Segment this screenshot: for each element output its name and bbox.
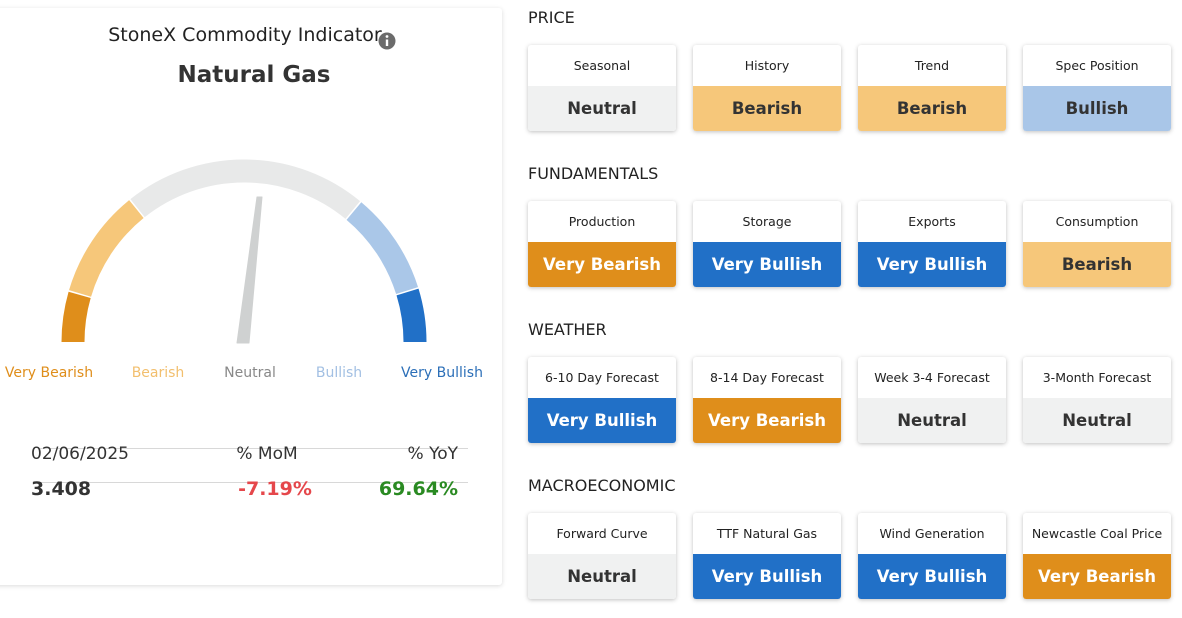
widget-title: StoneX Commodity Indicator xyxy=(108,24,382,46)
card-label: Wind Generation xyxy=(879,526,985,541)
card-label: Consumption xyxy=(1055,214,1139,229)
card-status: Very Bullish xyxy=(858,554,1006,599)
gauge-segment xyxy=(130,159,361,220)
yoy-header: % YoY xyxy=(407,444,458,464)
card-status: Bearish xyxy=(858,86,1006,131)
gauge-segment xyxy=(61,291,91,343)
card-status: Neutral xyxy=(528,554,676,599)
card-label: Week 3-4 Forecast xyxy=(874,370,990,385)
gauge-label: Very Bullish xyxy=(401,365,483,381)
indicator-card: TTF Natural Gas Very Bullish xyxy=(693,513,841,599)
gauge xyxy=(61,32,427,344)
gauge-segment xyxy=(69,200,144,297)
card-status: Very Bullish xyxy=(693,242,841,287)
card-label: 8-14 Day Forecast xyxy=(710,370,824,385)
indicator-card: Seasonal Neutral xyxy=(528,45,676,131)
gauge-label: Very Bearish xyxy=(4,365,94,381)
indicator-card: 8-14 Day Forecast Very Bearish xyxy=(693,357,841,443)
indicator-card: Production Very Bearish xyxy=(528,201,676,287)
divider xyxy=(40,482,468,483)
card-label: 6-10 Day Forecast xyxy=(545,370,659,385)
card-label: History xyxy=(744,58,790,73)
indicator-card: Storage Very Bullish xyxy=(693,201,841,287)
card-label: Exports xyxy=(908,214,956,229)
card-label: TTF Natural Gas xyxy=(716,526,818,541)
indicator-card: Week 3-4 Forecast Neutral xyxy=(858,357,1006,443)
card-status: Very Bullish xyxy=(858,242,1006,287)
card-status: Very Bearish xyxy=(693,398,841,443)
card-status: Very Bearish xyxy=(528,242,676,287)
card-status: Very Bullish xyxy=(693,554,841,599)
card-label: Seasonal xyxy=(573,58,631,73)
gauge-segment xyxy=(396,288,427,343)
section-title: MACROECONOMIC xyxy=(528,476,676,495)
indicator-card: Trend Bearish xyxy=(858,45,1006,131)
indicator-card: History Bearish xyxy=(693,45,841,131)
date: 02/06/2025 xyxy=(31,444,129,464)
card-status: Very Bearish xyxy=(1023,554,1171,599)
card-status: Neutral xyxy=(528,86,676,131)
section-title: FUNDAMENTALS xyxy=(528,164,659,183)
mom-header: % MoM xyxy=(236,444,298,464)
card-label: Production xyxy=(568,214,636,229)
section-title: PRICE xyxy=(528,8,575,27)
indicator-card: 3-Month Forecast Neutral xyxy=(1023,357,1171,443)
card-label: Newcastle Coal Price xyxy=(1031,526,1163,541)
card-label: Spec Position xyxy=(1055,58,1139,73)
card-label: 3-Month Forecast xyxy=(1042,370,1152,385)
card-label: Forward Curve xyxy=(556,526,648,541)
card-status: Very Bullish xyxy=(528,398,676,443)
indicator-card: Exports Very Bullish xyxy=(858,201,1006,287)
card-label: Storage xyxy=(742,214,792,229)
indicator-card: Spec Position Bullish xyxy=(1023,45,1171,131)
indicator-card: Wind Generation Very Bullish xyxy=(858,513,1006,599)
card-status: Neutral xyxy=(1023,398,1171,443)
mom-change: -7.19% xyxy=(238,478,312,500)
divider xyxy=(40,448,468,449)
card-status: Bearish xyxy=(693,86,841,131)
gauge-label: Bearish xyxy=(131,365,185,381)
indicator-card: Newcastle Coal Price Very Bearish xyxy=(1023,513,1171,599)
info-icon-dot xyxy=(385,35,389,38)
yoy-change: 69.64% xyxy=(378,478,458,500)
indicator-card: 6-10 Day Forecast Very Bullish xyxy=(528,357,676,443)
gauge-needle xyxy=(236,196,263,344)
indicator-card: Forward Curve Neutral xyxy=(528,513,676,599)
commodity-name: Natural Gas xyxy=(177,62,331,88)
gauge-label: Neutral xyxy=(224,365,276,381)
card-label: Trend xyxy=(914,58,950,73)
gauge-label: Bullish xyxy=(315,365,363,381)
info-icon-bar xyxy=(385,39,389,46)
indicator-card: Consumption Bearish xyxy=(1023,201,1171,287)
card-status: Neutral xyxy=(858,398,1006,443)
section-title: WEATHER xyxy=(528,320,607,339)
price: 3.408 xyxy=(31,478,92,500)
card-status: Bullish xyxy=(1023,86,1171,131)
gauge-segment xyxy=(346,202,419,295)
card-status: Bearish xyxy=(1023,242,1171,287)
